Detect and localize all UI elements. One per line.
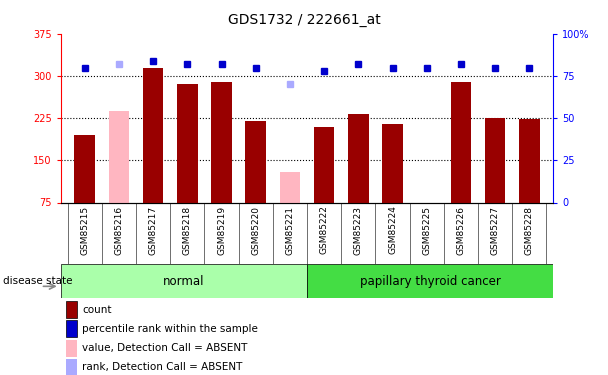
Bar bbox=[212, 82, 232, 203]
Text: GSM85215: GSM85215 bbox=[80, 206, 89, 255]
Bar bbox=[109, 111, 130, 202]
Text: normal: normal bbox=[163, 275, 205, 288]
Text: GDS1732 / 222661_at: GDS1732 / 222661_at bbox=[227, 13, 381, 27]
Bar bbox=[485, 118, 505, 202]
Text: count: count bbox=[83, 304, 112, 315]
Bar bbox=[314, 127, 334, 202]
Text: GSM85222: GSM85222 bbox=[320, 206, 329, 255]
Text: GSM85220: GSM85220 bbox=[251, 206, 260, 255]
Text: papillary thyroid cancer: papillary thyroid cancer bbox=[360, 275, 500, 288]
Text: GSM85218: GSM85218 bbox=[183, 206, 192, 255]
Bar bbox=[61, 264, 307, 298]
Bar bbox=[177, 84, 198, 203]
Text: GSM85225: GSM85225 bbox=[422, 206, 431, 255]
Bar bbox=[143, 68, 164, 203]
Bar bbox=[280, 172, 300, 202]
Bar bbox=[348, 114, 368, 202]
Bar bbox=[66, 359, 77, 375]
Text: GSM85228: GSM85228 bbox=[525, 206, 534, 255]
Bar bbox=[451, 82, 471, 203]
Text: value, Detection Call = ABSENT: value, Detection Call = ABSENT bbox=[83, 343, 248, 353]
Text: GSM85227: GSM85227 bbox=[491, 206, 500, 255]
Bar bbox=[75, 135, 95, 202]
Bar bbox=[66, 320, 77, 338]
Bar bbox=[382, 124, 402, 202]
Bar bbox=[519, 119, 539, 202]
Text: GSM85216: GSM85216 bbox=[114, 206, 123, 255]
Bar bbox=[66, 301, 77, 318]
Text: disease state: disease state bbox=[3, 276, 72, 286]
Text: GSM85219: GSM85219 bbox=[217, 206, 226, 255]
Text: GSM85224: GSM85224 bbox=[388, 206, 397, 255]
Text: rank, Detection Call = ABSENT: rank, Detection Call = ABSENT bbox=[83, 362, 243, 372]
Text: GSM85226: GSM85226 bbox=[457, 206, 466, 255]
Text: GSM85223: GSM85223 bbox=[354, 206, 363, 255]
Text: GSM85217: GSM85217 bbox=[148, 206, 157, 255]
Bar bbox=[66, 340, 77, 357]
Text: percentile rank within the sample: percentile rank within the sample bbox=[83, 324, 258, 334]
Bar bbox=[246, 121, 266, 202]
Text: GSM85221: GSM85221 bbox=[285, 206, 294, 255]
Bar bbox=[307, 264, 553, 298]
